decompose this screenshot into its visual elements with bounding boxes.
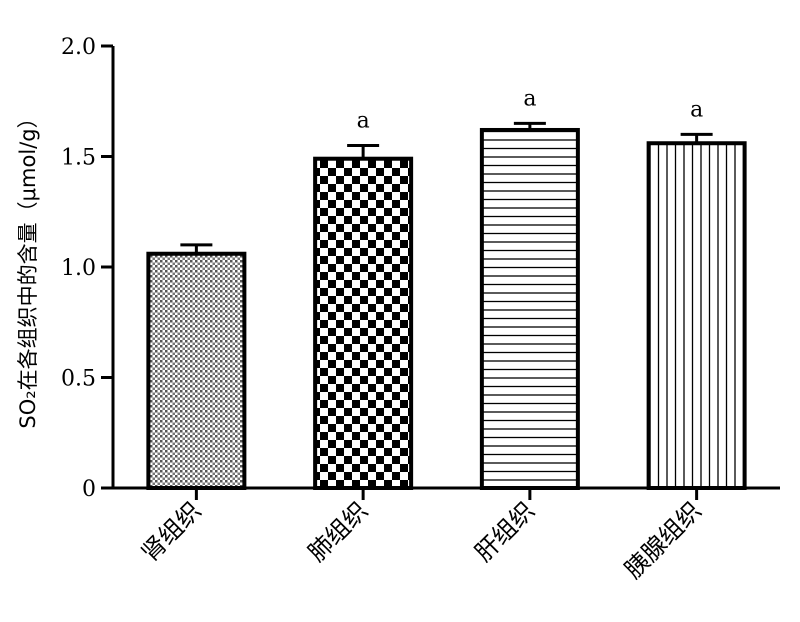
bar-1 [146,251,247,490]
category-label: 肺组织 [303,496,374,567]
category-label: 胰腺组织 [619,496,707,584]
bar-2 [313,156,414,491]
category-label: 肝组织 [469,496,540,567]
significance-label: a [523,86,536,111]
bar-3 [479,127,580,490]
x-axis-category-labels: 肾组织 肺组织 肝组织 胰腺组织 [136,488,707,584]
bar-4 [646,141,747,491]
error-bars [180,121,713,254]
significance-labels: aa a [357,86,704,133]
y-tick-label: 0.5 [61,367,96,392]
y-tick-label: 0 [82,477,96,502]
significance-label: a [690,97,703,122]
significance-label: a [357,108,370,133]
y-tick-label: 2.0 [61,35,96,60]
y-axis-label: SO₂在各组织中的含量（μmol/g） [16,107,40,428]
bars [146,127,747,491]
y-axis-ticks: 0 0.5 1.0 1.5 2.0 [61,35,113,502]
category-label: 肾组织 [136,496,207,567]
y-tick-label: 1.5 [61,146,96,171]
y-tick-label: 1.0 [61,256,96,281]
